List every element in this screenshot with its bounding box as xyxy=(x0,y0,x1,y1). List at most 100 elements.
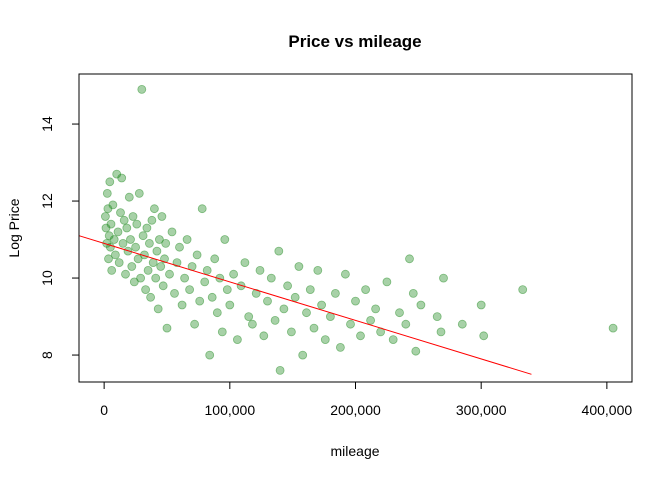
data-point xyxy=(317,300,327,310)
x-tick-label: 400,000 xyxy=(582,402,633,418)
data-point xyxy=(131,242,141,252)
data-point xyxy=(133,254,143,264)
data-point xyxy=(217,327,227,337)
data-point xyxy=(222,285,232,295)
y-tick-label: 12 xyxy=(39,193,55,209)
data-point xyxy=(151,273,161,283)
data-point xyxy=(144,238,154,248)
data-point xyxy=(286,327,296,337)
data-point xyxy=(152,246,162,256)
data-point xyxy=(129,277,139,287)
data-point xyxy=(167,227,177,237)
data-point xyxy=(117,173,127,183)
data-point xyxy=(313,265,323,275)
y-tick-label: 14 xyxy=(39,116,55,132)
data-point xyxy=(202,265,212,275)
data-point xyxy=(175,242,184,252)
data-point xyxy=(436,327,446,337)
data-point xyxy=(107,265,117,275)
data-point xyxy=(146,292,156,302)
data-point xyxy=(132,219,142,229)
x-tick-label: 100,000 xyxy=(205,402,256,418)
data-point xyxy=(275,365,285,375)
chart-title: Price vs mileage xyxy=(288,32,421,51)
data-point xyxy=(457,319,467,329)
data-point xyxy=(366,315,376,325)
data-point xyxy=(274,246,284,256)
data-point xyxy=(259,331,269,341)
data-point xyxy=(439,273,448,283)
data-point xyxy=(298,350,308,360)
data-point xyxy=(165,269,174,279)
data-point xyxy=(143,265,153,275)
data-point xyxy=(157,212,167,221)
data-point xyxy=(207,292,217,302)
data-point xyxy=(416,300,426,310)
data-point xyxy=(101,212,110,221)
data-point xyxy=(229,269,239,279)
data-point xyxy=(156,262,166,271)
data-point xyxy=(161,238,171,248)
data-point xyxy=(330,288,340,298)
data-point xyxy=(121,269,130,279)
data-point xyxy=(205,350,215,360)
y-tick-label: 10 xyxy=(39,270,55,286)
data-point xyxy=(225,300,235,310)
data-point xyxy=(177,300,187,310)
data-point xyxy=(335,342,345,352)
data-point xyxy=(134,188,144,198)
data-point xyxy=(195,296,205,306)
data-point xyxy=(309,323,319,333)
data-point xyxy=(111,250,120,260)
data-point xyxy=(126,235,135,244)
x-tick-label: 300,000 xyxy=(456,402,507,418)
data-point xyxy=(109,235,119,244)
data-point xyxy=(212,308,222,318)
data-point xyxy=(106,219,116,229)
data-point xyxy=(116,208,125,218)
data-point xyxy=(395,308,404,318)
data-point xyxy=(105,177,115,187)
points-layer xyxy=(101,85,618,375)
data-point xyxy=(251,288,261,298)
data-point xyxy=(190,319,200,329)
data-point xyxy=(240,258,250,268)
data-point xyxy=(192,250,202,260)
data-point xyxy=(124,192,134,202)
data-point xyxy=(153,304,163,314)
data-point xyxy=(104,254,113,264)
data-point xyxy=(220,235,230,244)
data-point xyxy=(244,312,254,322)
data-point xyxy=(127,262,137,271)
data-point xyxy=(608,323,618,333)
data-point xyxy=(320,335,330,345)
data-point xyxy=(361,285,371,295)
data-point xyxy=(108,200,118,210)
data-point xyxy=(232,335,242,345)
x-axis: 0 100,000 200,000 300,000 400,000 xyxy=(100,381,633,418)
data-point xyxy=(279,304,289,314)
data-point xyxy=(113,227,123,237)
data-point xyxy=(476,300,486,310)
data-point xyxy=(255,265,265,275)
y-axis: 8 10 12 14 xyxy=(39,116,80,359)
data-point xyxy=(388,335,398,345)
regression-line xyxy=(78,235,532,375)
data-point xyxy=(114,258,124,268)
data-point xyxy=(136,273,146,283)
data-point xyxy=(405,254,414,264)
x-axis-label: mileage xyxy=(330,443,379,459)
data-point xyxy=(210,254,220,264)
data-point xyxy=(118,238,128,248)
data-point xyxy=(137,85,147,94)
data-point xyxy=(197,204,207,214)
data-point xyxy=(432,312,442,322)
data-point xyxy=(119,215,129,225)
data-point xyxy=(147,215,157,225)
data-point xyxy=(411,346,421,356)
data-point xyxy=(290,292,300,302)
data-point xyxy=(305,285,315,295)
data-point xyxy=(401,319,411,329)
x-tick-label: 0 xyxy=(100,402,108,418)
data-point xyxy=(158,281,168,291)
